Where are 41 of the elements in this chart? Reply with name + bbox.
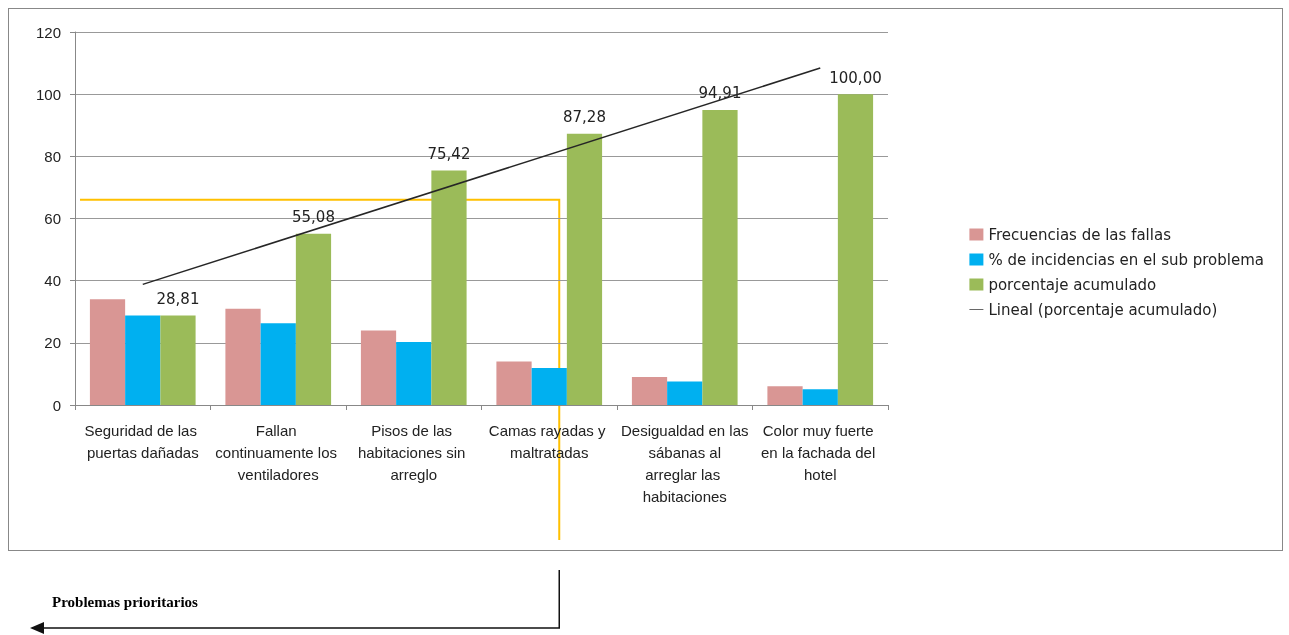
y-tick-label: 0 [52, 396, 61, 414]
bar [496, 361, 532, 405]
legend-label: % de incidencias en el sub problema [988, 250, 1265, 269]
bar [667, 381, 703, 405]
y-tick-label: 40 [44, 272, 61, 290]
data-label: 55,08 [292, 208, 335, 227]
text: Problemas prioritarios [52, 594, 198, 611]
bar [631, 377, 668, 405]
legend-label: porcentaje acumulado [988, 275, 1157, 294]
data-label: 75,42 [427, 145, 471, 164]
y-tick-label: 20 [44, 334, 61, 352]
bar [225, 308, 261, 405]
x-tick-label: Fallan continuamente los ventiladores [215, 421, 342, 483]
x-tick-label: Color muy fuerte en la fachada del hotel [761, 421, 880, 483]
y-tick-label: 60 [44, 210, 61, 227]
data-label: 100,00 [829, 68, 882, 87]
y-tick-label: 100 [35, 85, 61, 103]
bar [260, 323, 296, 405]
bar [837, 94, 874, 405]
bar [531, 368, 567, 405]
bar [89, 299, 126, 405]
bar [125, 315, 161, 405]
legend-label: Lineal (porcentaje acumulado) [988, 300, 1218, 319]
x-tick-label: Desigualdad en las sábanas al arreglar las habitaciones [620, 421, 749, 505]
bar [566, 133, 603, 405]
bar [767, 386, 803, 405]
legend-label: Frecuencias de las fallas [988, 225, 1172, 244]
bar [802, 389, 838, 405]
x-tick-label: Seguridad de las puertas dañadas [84, 421, 202, 461]
bar [360, 330, 397, 405]
data-label: 28,81 [156, 289, 200, 308]
data-label: 94,91 [698, 84, 742, 103]
bar [295, 233, 332, 405]
bar [702, 109, 738, 405]
x-tick-label: Pisos de las habitaciones sin arreglo [357, 421, 470, 483]
bar [396, 341, 432, 405]
y-tick-label: 80 [44, 147, 61, 165]
bar [160, 315, 196, 405]
data-label: 87,28 [563, 108, 606, 127]
bar [431, 170, 467, 405]
y-tick-label: 120 [35, 23, 61, 41]
